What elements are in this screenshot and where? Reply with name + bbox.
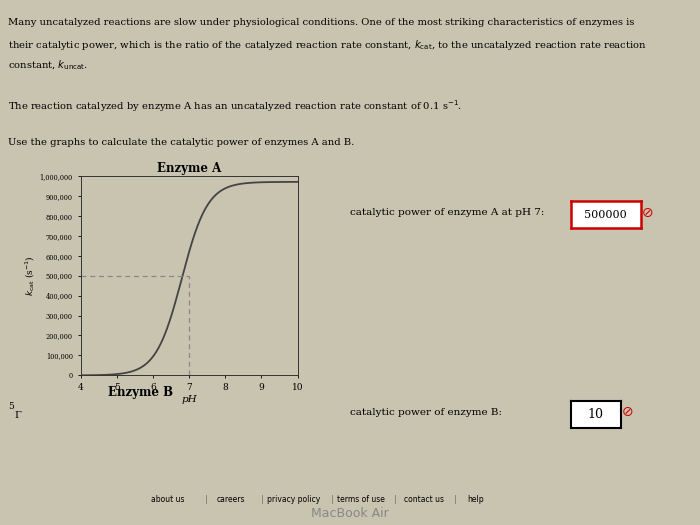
- Text: |: |: [394, 495, 397, 505]
- Text: |: |: [205, 495, 208, 505]
- Text: constant, $k_{\mathrm{uncat}}$.: constant, $k_{\mathrm{uncat}}$.: [8, 58, 88, 72]
- Text: Use the graphs to calculate the catalytic power of enzymes A and B.: Use the graphs to calculate the catalyti…: [8, 138, 355, 147]
- Text: |: |: [331, 495, 334, 505]
- Text: about us: about us: [151, 495, 185, 505]
- Text: |: |: [261, 495, 264, 505]
- Text: their catalytic power, which is the ratio of the catalyzed reaction rate constan: their catalytic power, which is the rati…: [8, 38, 648, 52]
- Text: The reaction catalyzed by enzyme A has an uncatalyzed reaction rate constant of : The reaction catalyzed by enzyme A has a…: [8, 98, 463, 114]
- Text: careers: careers: [217, 495, 245, 505]
- Text: contact us: contact us: [403, 495, 444, 505]
- Text: ⊘: ⊘: [642, 206, 653, 219]
- Text: terms of use: terms of use: [337, 495, 384, 505]
- Text: 10: 10: [588, 408, 603, 421]
- Text: privacy policy: privacy policy: [267, 495, 321, 505]
- Text: Γ: Γ: [14, 411, 21, 419]
- Text: help: help: [468, 495, 484, 505]
- Text: Enzyme B: Enzyme B: [108, 386, 174, 399]
- Text: Many uncatalyzed reactions are slow under physiological conditions. One of the m: Many uncatalyzed reactions are slow unde…: [8, 18, 635, 27]
- Text: ⊘: ⊘: [622, 405, 634, 419]
- Text: 500000: 500000: [584, 209, 627, 220]
- Title: Enzyme A: Enzyme A: [157, 162, 221, 175]
- Text: 5: 5: [8, 402, 14, 411]
- Text: catalytic power of enzyme B:: catalytic power of enzyme B:: [350, 407, 502, 417]
- Y-axis label: $k_{\mathrm{cat}}$ (s$^{-1}$): $k_{\mathrm{cat}}$ (s$^{-1}$): [23, 255, 37, 296]
- X-axis label: pH: pH: [181, 395, 197, 404]
- Text: catalytic power of enzyme A at pH 7:: catalytic power of enzyme A at pH 7:: [350, 208, 545, 217]
- Text: MacBook Air: MacBook Air: [311, 507, 389, 520]
- Text: |: |: [454, 495, 456, 505]
